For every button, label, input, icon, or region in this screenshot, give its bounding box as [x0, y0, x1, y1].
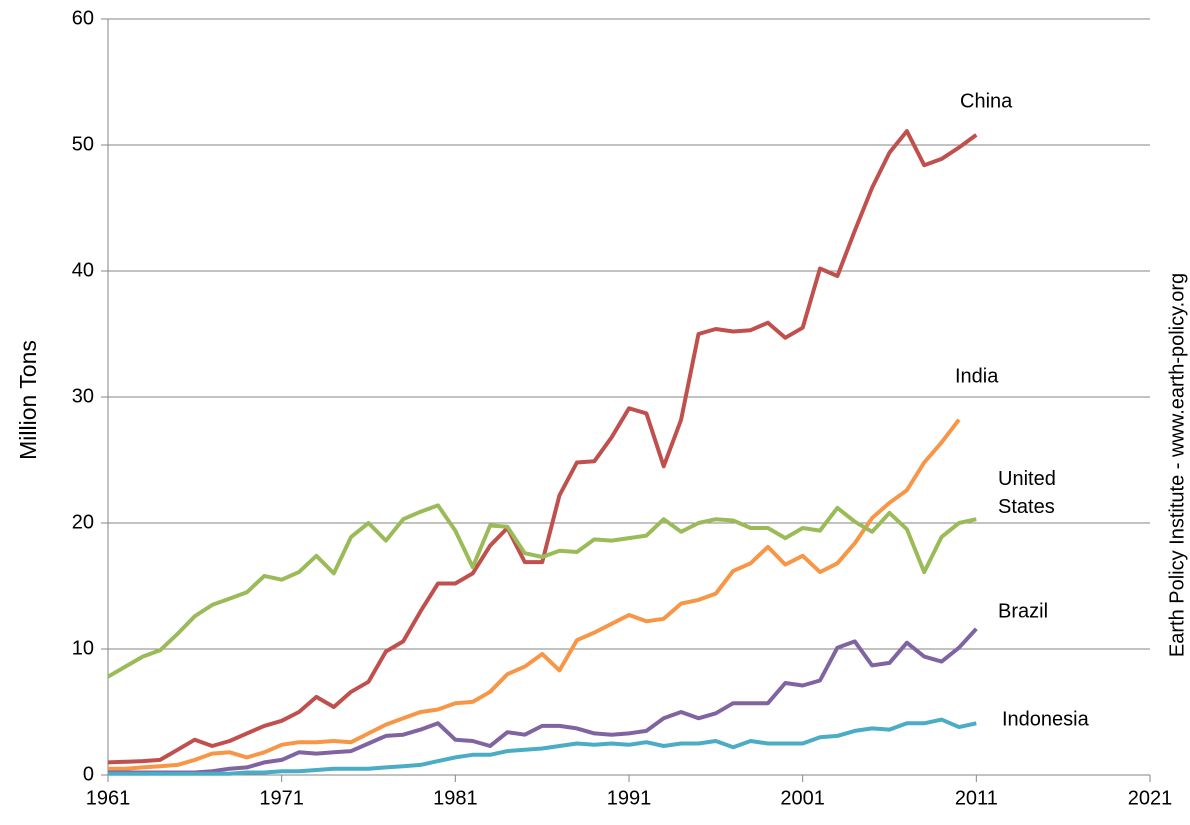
source-note: Earth Policy Institute - www.earth-polic…: [1166, 273, 1188, 657]
series-line: [108, 717, 977, 776]
series-line: [108, 627, 978, 775]
series-label: China: [960, 90, 1013, 112]
series-line: [107, 129, 978, 765]
y-tick-label: 40: [72, 259, 94, 281]
series-label: Brazil: [998, 600, 1048, 622]
x-tick-label: 2001: [780, 787, 825, 809]
y-tick-label: 60: [72, 7, 94, 29]
y-tick-label: 30: [72, 385, 94, 407]
y-tick-label: 10: [72, 637, 94, 659]
x-tick-label: 1961: [86, 787, 131, 809]
x-tick-label: 1981: [433, 787, 478, 809]
series-line: [106, 503, 977, 679]
x-tick-label: 2021: [1128, 787, 1173, 809]
series-label: United States: [998, 468, 1061, 518]
y-tick-label: 0: [83, 763, 94, 785]
series-line: [108, 418, 961, 771]
series-label-line: States: [998, 496, 1055, 518]
series-label: India: [955, 365, 999, 387]
y-tick-label: 20: [72, 511, 94, 533]
y-tick-label: 50: [72, 133, 94, 155]
x-tick-label: 1971: [259, 787, 304, 809]
x-tick-label: 1991: [607, 787, 652, 809]
y-axis-label: Million Tons: [15, 340, 41, 460]
x-tick-label: 2011: [955, 787, 998, 809]
series-label-line: United: [998, 468, 1061, 490]
series-label: Indonesia: [1002, 708, 1090, 730]
